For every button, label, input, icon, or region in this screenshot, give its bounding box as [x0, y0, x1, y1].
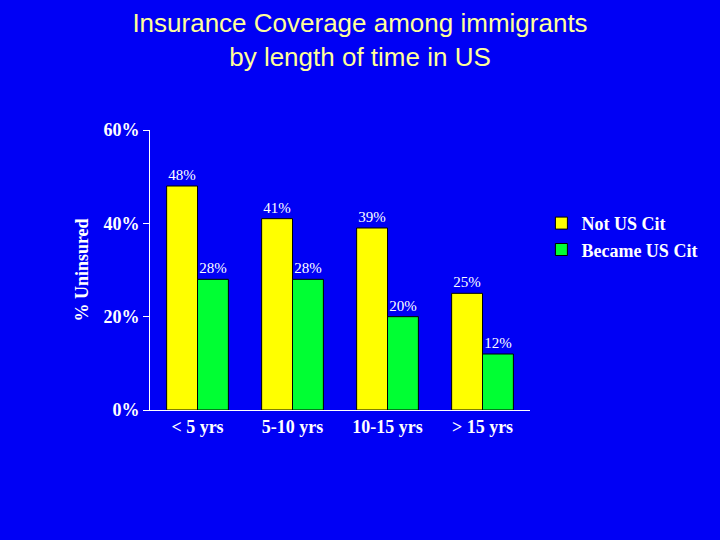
svg-text:< 5 yrs: < 5 yrs [171, 417, 223, 437]
svg-text:48%: 48% [168, 167, 196, 183]
svg-text:Became US Cit: Became US Cit [581, 241, 697, 261]
svg-text:41%: 41% [263, 200, 291, 216]
svg-text:60%: 60% [103, 120, 139, 140]
svg-text:25%: 25% [453, 274, 481, 290]
svg-text:39%: 39% [358, 209, 386, 225]
svg-text:28%: 28% [294, 260, 322, 276]
svg-text:> 15 yrs: > 15 yrs [452, 417, 513, 437]
svg-text:0%: 0% [112, 400, 139, 420]
svg-text:28%: 28% [199, 260, 227, 276]
svg-text:20%: 20% [389, 298, 417, 314]
svg-text:5-10 yrs: 5-10 yrs [262, 417, 324, 437]
svg-text:% Uninsured: % Uninsured [72, 218, 92, 321]
svg-text:12%: 12% [484, 335, 512, 351]
svg-text:40%: 40% [103, 214, 139, 234]
svg-text:20%: 20% [103, 307, 139, 327]
svg-text:Insurance Coverage among immig: Insurance Coverage among immigrantsby le… [132, 8, 587, 72]
svg-text:10-15 yrs: 10-15 yrs [352, 417, 423, 437]
svg-text:Not US Cit: Not US Cit [581, 214, 665, 234]
